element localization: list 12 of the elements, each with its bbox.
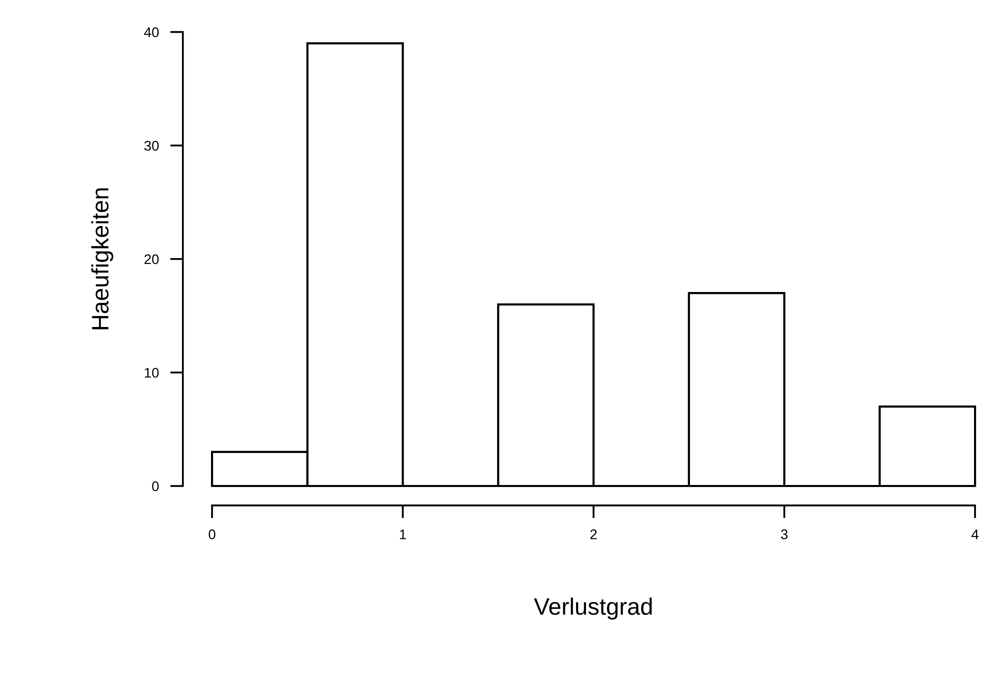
- x-tick-label: 3: [780, 529, 788, 540]
- y-tick-label: 0: [152, 481, 159, 492]
- y-tick-label: 40: [144, 27, 159, 38]
- y-tick-label: 10: [144, 368, 159, 378]
- x-tick-label: 4: [972, 530, 979, 540]
- x-tick-label: 2: [590, 529, 597, 540]
- x-tick-label: 0: [208, 529, 216, 540]
- y-tick-label: 20: [144, 254, 159, 264]
- y-tick-label: 30: [144, 140, 159, 151]
- x-tick-label: 1: [400, 530, 406, 540]
- y-axis-title: Haeufigkeiten: [91, 188, 114, 330]
- x-axis-title: Verlustgrad: [534, 598, 652, 620]
